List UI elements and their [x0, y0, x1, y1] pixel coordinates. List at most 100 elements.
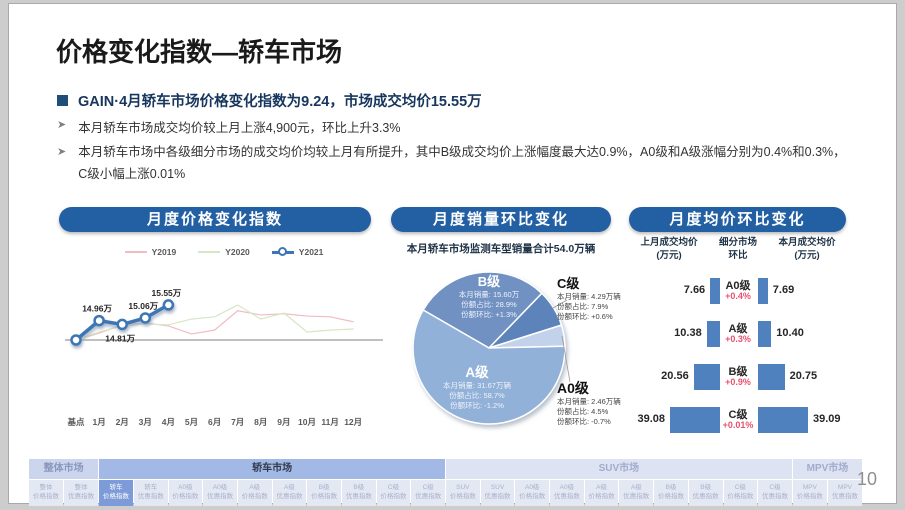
pie-label-share: 份额占比: 4.5% — [557, 406, 609, 416]
nav-cell-2-3[interactable]: A0级 优惠指数 — [550, 480, 584, 506]
nav-cell-segment: A0级 — [178, 484, 193, 492]
nav-cell-3-0[interactable]: MPV 价格指数 — [792, 480, 827, 506]
nav-cell-1-8[interactable]: C级 价格指数 — [376, 480, 411, 506]
curr-price-value: 10.40 — [776, 327, 804, 339]
segment-label: A级 — [728, 323, 748, 335]
curr-price-value: 7.69 — [772, 284, 795, 296]
data-point-marker — [116, 318, 128, 331]
nav-cell-1-0[interactable]: 轿车 价格指数 — [99, 480, 133, 506]
nav-cell-1-9[interactable]: C级 优惠指数 — [411, 480, 446, 506]
prev-price-bar — [710, 278, 720, 304]
nav-cell-index-type: 优惠指数 — [345, 493, 372, 500]
bullet-2-text: 本月轿车市场中各级细分市场的成交均价均较上月有所提升，其中B级成交均价上涨幅度最… — [78, 145, 846, 181]
pie-label-sales: 本月销量: 2.46万辆 — [557, 396, 621, 406]
nav-cell-segment: A级 — [630, 484, 642, 492]
mom-change-value: +0.01% — [722, 420, 754, 430]
curr-price-bar — [758, 278, 768, 304]
x-axis-label: 基点 — [66, 417, 85, 427]
nav-group-header-1[interactable]: 轿车市场 — [99, 459, 445, 479]
nav-group-header-2[interactable]: SUV市场 — [446, 459, 792, 479]
square-bullet-icon — [57, 95, 68, 106]
nav-cell-segment: B级 — [700, 484, 712, 492]
slide: 价格变化指数—轿车市场 GAIN·4月轿车市场价格变化指数为9.24，市场成交均… — [8, 3, 897, 506]
nav-cell-2-5[interactable]: A级 优惠指数 — [619, 480, 654, 506]
x-axis-label: 1月 — [92, 417, 105, 427]
nav-cell-index-type: 优惠指数 — [484, 493, 511, 500]
pie-label-sales: 本月销量: 15.60万 — [458, 289, 520, 299]
nav-cell-index-type: 优惠指数 — [623, 493, 650, 500]
x-axis-label: 3月 — [139, 417, 152, 427]
nav-cell-2-6[interactable]: B级 价格指数 — [654, 480, 688, 506]
nav-group-cells: MPV 价格指数 MPV 优惠指数 — [792, 480, 863, 506]
nav-cell-segment: 整体 — [74, 484, 88, 492]
nav-cell-1-5[interactable]: A级 优惠指数 — [272, 480, 307, 506]
nav-group-header-0[interactable]: 整体市场 — [29, 459, 99, 479]
nav-cell-segment: A0级 — [559, 484, 575, 492]
nav-cell-index-type: 优惠指数 — [415, 493, 442, 500]
nav-cell-2-9[interactable]: C级 优惠指数 — [758, 480, 792, 506]
nav-cell-index-type: 价格指数 — [449, 493, 476, 500]
x-axis-label: 5月 — [185, 417, 198, 427]
nav-cell-index-type: 优惠指数 — [276, 493, 303, 500]
nav-cell-index-type: 价格指数 — [727, 493, 754, 500]
price-index-line-chart: 基点 1月 2月 3月 4月 5月 6月 7月 8月 9月 10月 11月 12月 14.96万 14.81… — [65, 288, 383, 427]
nav-cell-index-type: 价格指数 — [519, 493, 546, 500]
nav-cell-segment: A级 — [596, 484, 608, 492]
headline: GAIN·4月轿车市场价格变化指数为9.24，市场成交均价15.55万 — [57, 90, 482, 111]
bullet-2: ➤ 本月轿车市场中各级细分市场的成交均价均较上月有所提升，其中B级成交均价上涨幅… — [57, 142, 849, 186]
nav-cell-segment: A级 — [284, 484, 295, 492]
x-axis-label: 11月 — [321, 417, 339, 427]
nav-cell-3-1[interactable]: MPV 优惠指数 — [827, 480, 863, 506]
pie-label-title: A0级 — [557, 380, 589, 396]
legend-line-swatch — [271, 247, 294, 256]
nav-cell-2-2[interactable]: A0级 价格指数 — [515, 480, 550, 506]
pie-label-mom: 份额环比: +1.3% — [461, 309, 517, 319]
legend-line-swatch — [198, 251, 221, 253]
nav-cell-0-1[interactable]: 整体 优惠指数 — [64, 480, 99, 506]
prev-price-value: 7.66 — [683, 284, 706, 296]
nav-cell-1-4[interactable]: A级 价格指数 — [237, 480, 272, 506]
curr-price-bar — [758, 364, 785, 390]
legend-item-y2019: Y2019 — [124, 247, 176, 257]
nav-cell-segment: 轿车 — [144, 484, 158, 492]
legend-marker-dot — [277, 247, 287, 256]
nav-cell-segment: A级 — [249, 484, 261, 492]
nav-cell-2-0[interactable]: SUV 价格指数 — [446, 480, 480, 506]
prev-price-value: 10.38 — [674, 327, 702, 339]
pie-label-sales: 本月销量: 4.29万辆 — [557, 291, 621, 301]
data-point-marker — [70, 334, 82, 346]
pie-label-0: B级 本月销量: 15.60万 份额占比: 28.9% 份额环比: +1.3% — [434, 274, 544, 320]
nav-cell-1-3[interactable]: A0级 优惠指数 — [203, 480, 237, 506]
nav-cell-index-type: 价格指数 — [172, 493, 199, 500]
nav-cell-1-7[interactable]: B级 优惠指数 — [341, 480, 376, 506]
nav-cell-1-6[interactable]: B级 价格指数 — [307, 480, 341, 506]
line-chart-legend: Y2019 Y2020 Y2021 — [59, 247, 389, 257]
prev-price-bar — [693, 364, 720, 390]
nav-cell-segment: SUV — [456, 484, 470, 492]
nav-cell-1-2[interactable]: A0级 价格指数 — [168, 480, 203, 506]
data-point-marker — [162, 299, 175, 311]
nav-cell-2-7[interactable]: B级 优惠指数 — [688, 480, 723, 506]
nav-cell-2-1[interactable]: SUV 优惠指数 — [480, 480, 515, 506]
nav-group-header-3[interactable]: MPV市场 — [792, 459, 862, 479]
curr-price-bar — [758, 407, 808, 433]
curr-price-bar — [758, 321, 772, 347]
nav-group-1: 轿车市场 轿车 价格指数 轿车 优惠指数 A0级 价格指数 A0级 优惠指数 A级 价格指数 A级 优惠… — [99, 459, 446, 506]
arrow-bullet-icon: ➤ — [57, 119, 67, 131]
curr-price-value: 39.09 — [813, 413, 841, 425]
nav-cell-2-8[interactable]: C级 价格指数 — [723, 480, 758, 506]
data-point-marker — [93, 314, 105, 327]
pie-label-share: 份额占比: 28.9% — [461, 299, 517, 309]
panel-title-avg-price: 月度均价环比变化 — [629, 207, 846, 232]
nav-cell-index-type: 价格指数 — [588, 493, 615, 500]
pie-label-mom: 份额环比: -1.2% — [450, 401, 504, 411]
pie-label-2: A0级 本月销量: 2.46万辆 份额占比: 4.5% 份额环比: -0.7% — [557, 380, 675, 427]
prev-price-value: 39.08 — [637, 413, 665, 425]
legend-line-swatch — [124, 251, 147, 253]
pie-label-1: C级 本月销量: 4.29万辆 份额占比: 7.9% 份额环比: +0.6% — [557, 276, 675, 322]
pie-label-sales: 本月销量: 31.67万辆 — [443, 381, 511, 391]
nav-cell-2-4[interactable]: A级 价格指数 — [584, 480, 619, 506]
nav-cell-0-0[interactable]: 整体 价格指数 — [29, 480, 64, 506]
nav-cell-1-1[interactable]: 轿车 优惠指数 — [133, 480, 168, 506]
panel-title-sales-share: 月度销量环比变化 — [391, 207, 611, 232]
